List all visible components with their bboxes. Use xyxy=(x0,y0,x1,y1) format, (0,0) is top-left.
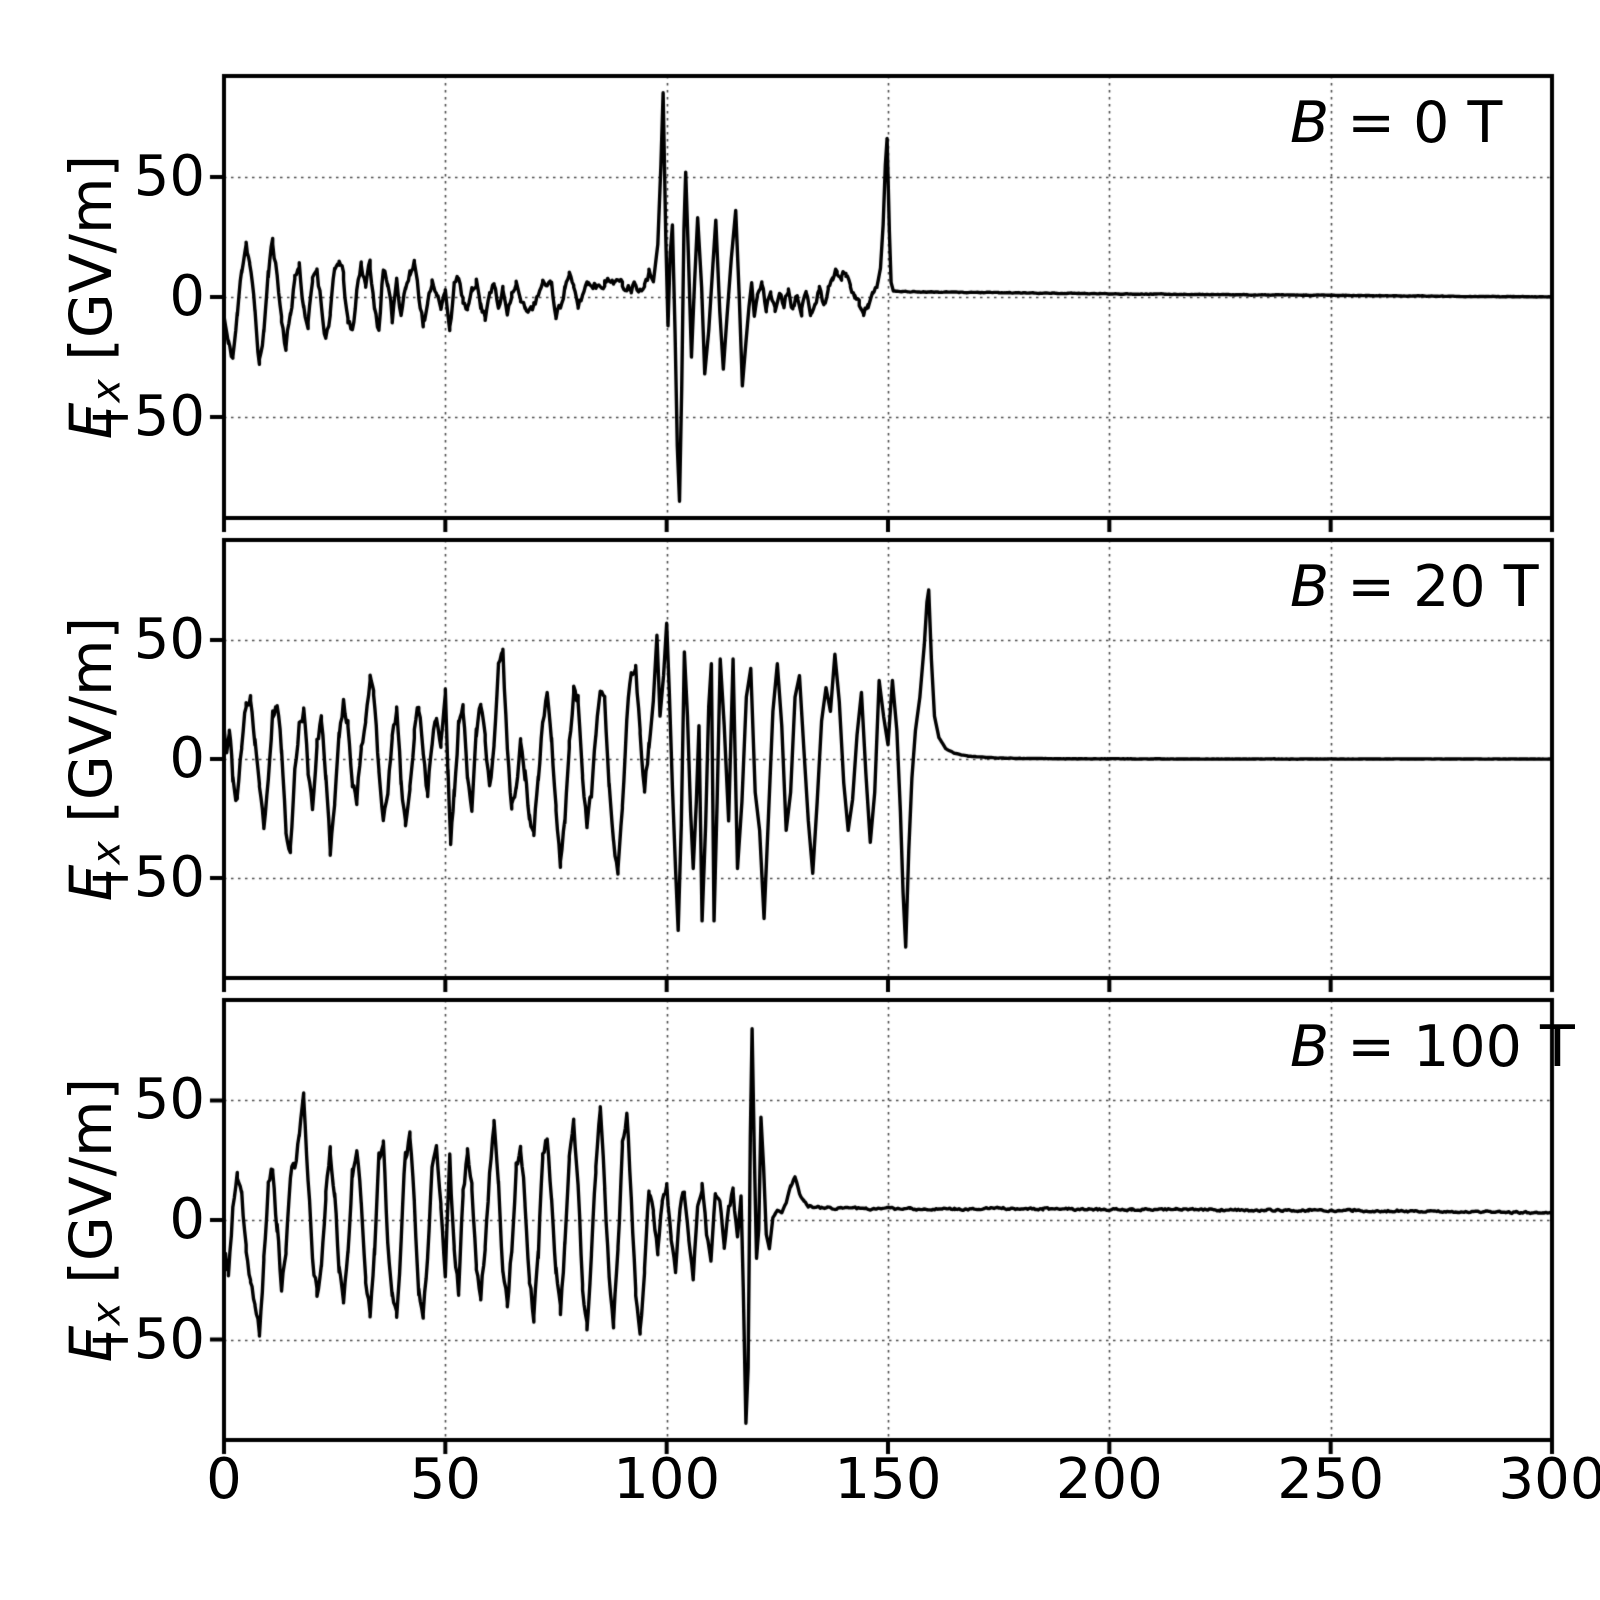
x-tick-label: 250 xyxy=(1277,1447,1385,1512)
annotation-symbol: B xyxy=(1290,90,1330,156)
y-axis-label: Ex [GV/m] xyxy=(57,1000,132,1440)
annotation-symbol: B xyxy=(1290,554,1330,620)
y-axis-label-symbol: E xyxy=(57,402,125,440)
y-axis-label-subscript: x xyxy=(83,841,130,865)
x-tick-label: 200 xyxy=(1055,1447,1163,1512)
y-tick-label: −50 xyxy=(86,845,205,911)
x-tick-label: 100 xyxy=(613,1447,721,1512)
y-tick-label: −50 xyxy=(86,384,205,450)
y-axis-label: Ex [GV/m] xyxy=(57,76,132,518)
y-tick-label: −50 xyxy=(86,1306,205,1372)
y-axis-label-symbol: E xyxy=(57,1325,125,1363)
y-axis-label-subscript: x xyxy=(83,1302,130,1326)
y-axis-label-unit: [GV/m] xyxy=(57,154,125,380)
panel-annotation: B = 0 T xyxy=(1290,92,1502,155)
x-tick-label: 50 xyxy=(409,1447,481,1512)
x-tick-label: 150 xyxy=(834,1447,942,1512)
y-tick-label: 0 xyxy=(169,264,205,329)
y-tick-label: 0 xyxy=(169,1187,205,1252)
y-axis-label-subscript: x xyxy=(83,379,130,403)
y-tick-label: 50 xyxy=(133,1067,205,1133)
y-tick-label: 50 xyxy=(133,606,205,672)
annotation-rest: = 20 T xyxy=(1329,554,1539,620)
y-axis-label-unit: [GV/m] xyxy=(57,616,125,842)
y-axis-label-unit: [GV/m] xyxy=(57,1077,125,1303)
x-tick-label: 0 xyxy=(206,1447,242,1512)
y-axis-label-symbol: E xyxy=(57,864,125,902)
annotation-symbol: B xyxy=(1290,1014,1330,1080)
annotation-rest: = 0 T xyxy=(1329,90,1503,156)
y-axis-label: Ex [GV/m] xyxy=(57,540,132,978)
y-tick-label: 50 xyxy=(133,143,205,209)
annotation-rest: = 100 T xyxy=(1329,1014,1575,1080)
panel-annotation: B = 100 T xyxy=(1290,1016,1575,1079)
panel-annotation: B = 20 T xyxy=(1290,556,1539,619)
x-tick-label: 300 xyxy=(1498,1447,1600,1512)
y-tick-label: 0 xyxy=(169,726,205,791)
